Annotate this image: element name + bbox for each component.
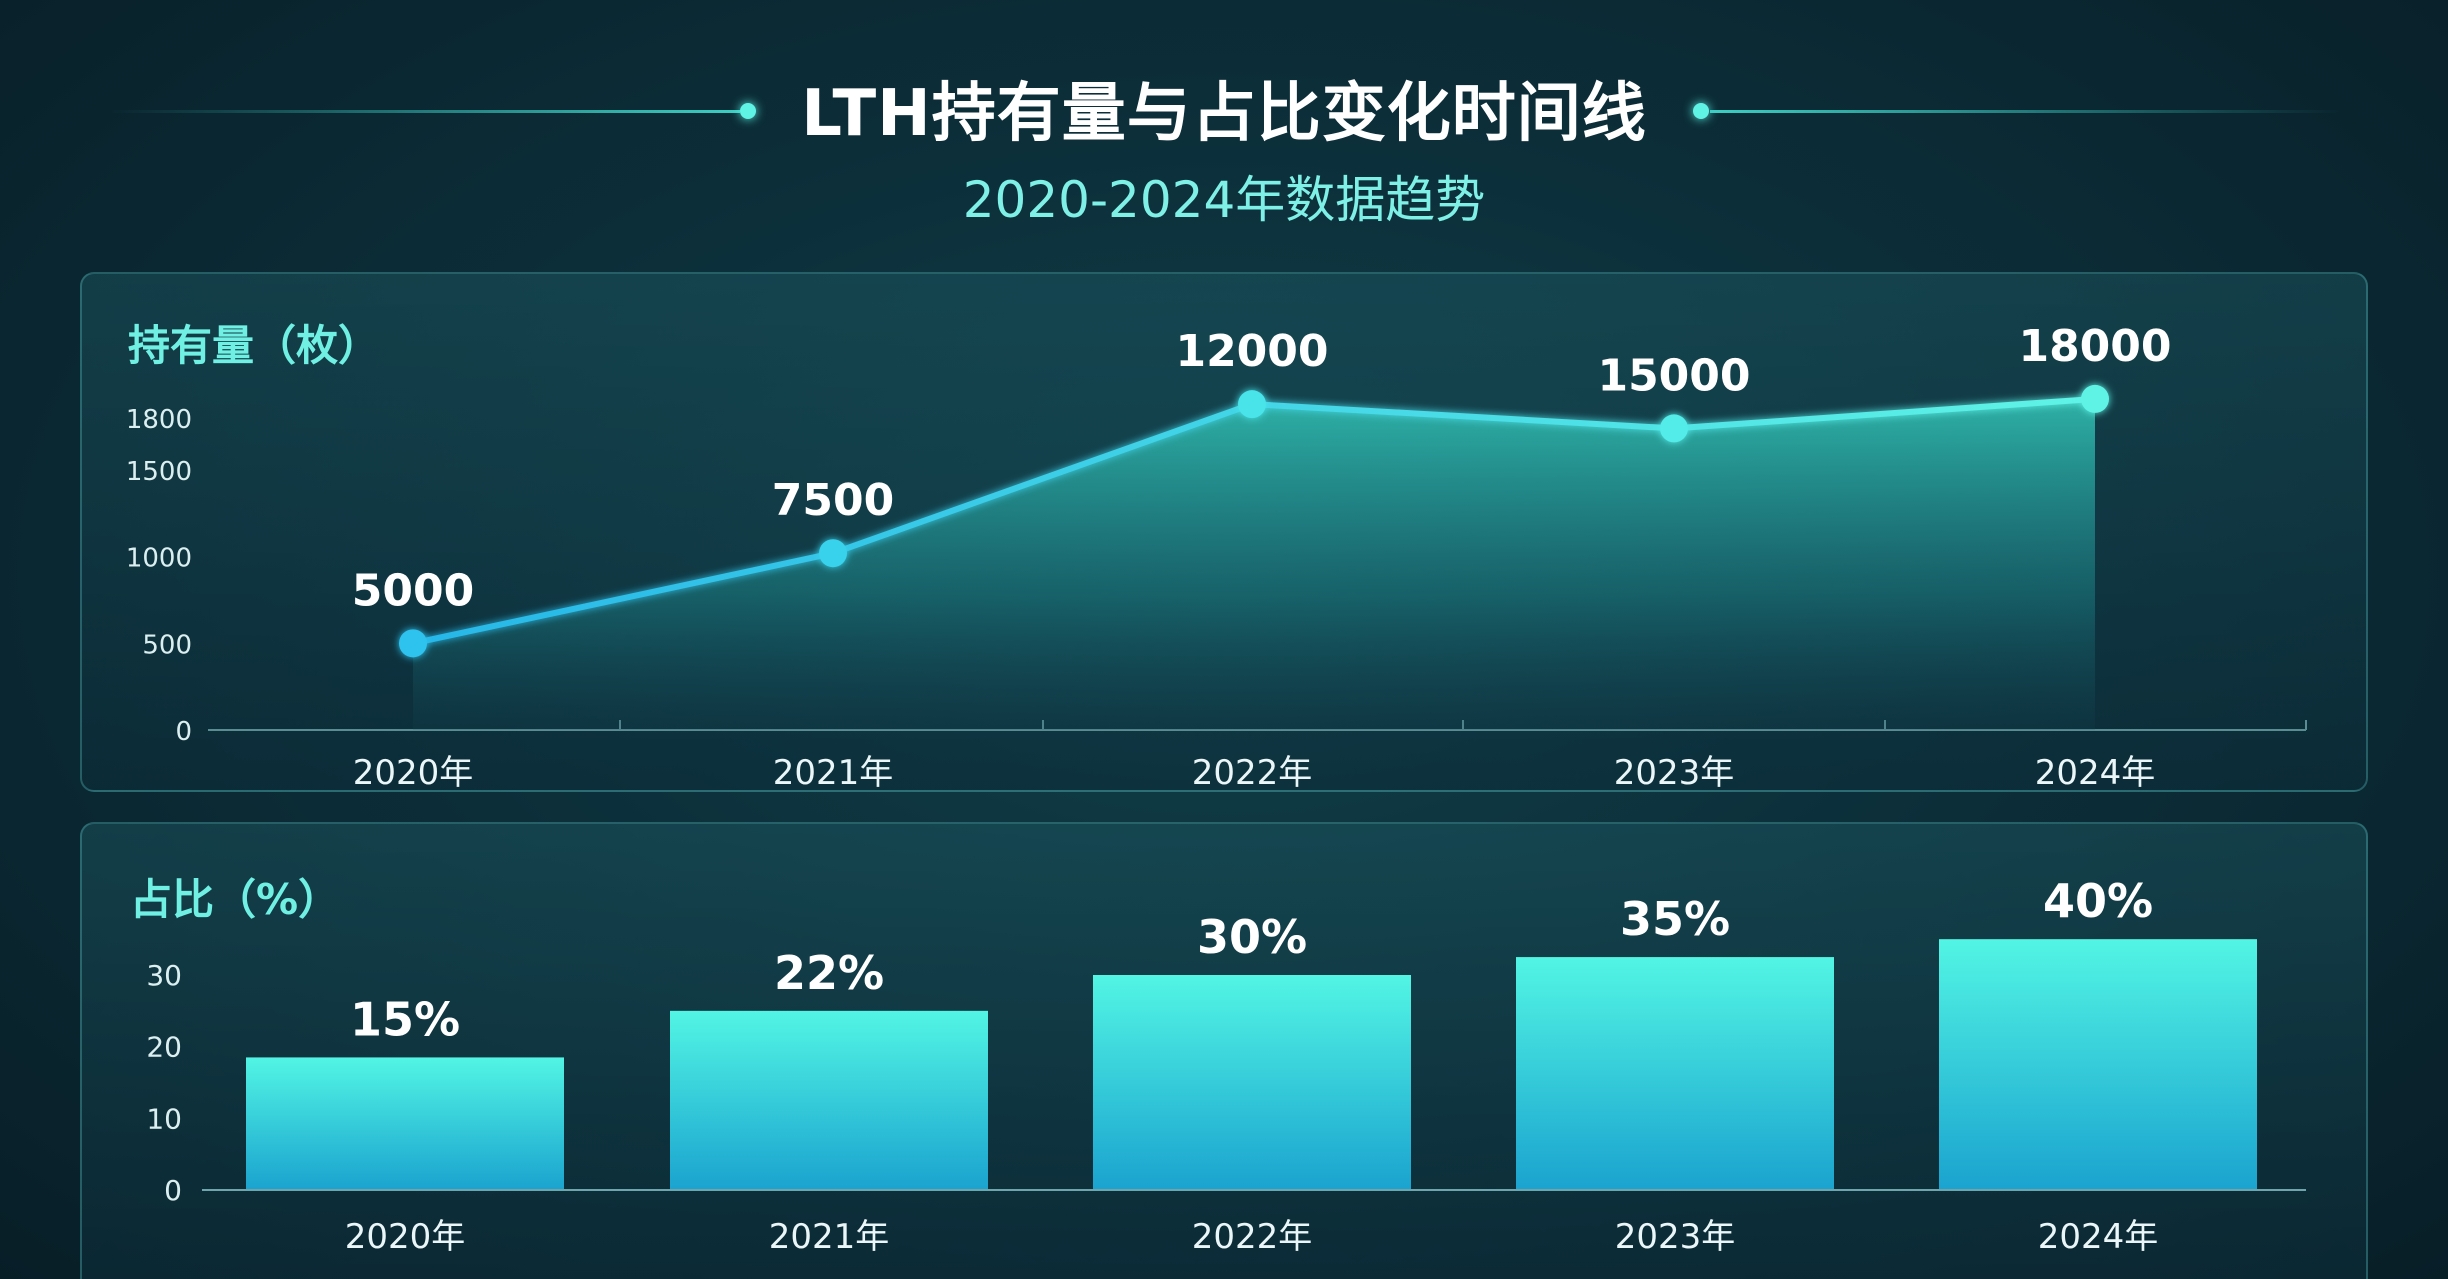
holdings-point (2081, 384, 2109, 413)
holdings-data-label: 7500 (772, 475, 894, 526)
share-y-tick-label: 30 (146, 959, 182, 992)
holdings-x-tick-label: 2024年 (2035, 753, 2156, 793)
holdings-data-label: 15000 (1597, 350, 1750, 401)
page-title: LTH持有量与占比变化时间线 (801, 77, 1647, 151)
holdings-point (1238, 390, 1266, 419)
share-x-tick-label: 2022年 (1192, 1217, 1313, 1257)
holdings-x-tick-label: 2023年 (1614, 753, 1735, 793)
title-decor-line-right (1710, 110, 2340, 113)
holdings-data-label: 5000 (352, 565, 474, 616)
holdings-data-label: 12000 (1175, 326, 1328, 377)
share-bar (246, 1057, 564, 1190)
title-decor-dot-right (1693, 103, 1709, 119)
share-chart-title: 占比（%） (130, 875, 341, 924)
holdings-area (413, 398, 2095, 730)
share-bar (1516, 957, 1834, 1190)
share-data-label: 35% (1620, 892, 1730, 946)
holdings-x-tick-label: 2021年 (773, 753, 894, 793)
share-bar (1939, 939, 2257, 1190)
title-decor-line-left (110, 110, 740, 113)
holdings-point (1660, 414, 1688, 443)
title-decor-dot-left (740, 103, 756, 119)
share-x-tick-label: 2020年 (345, 1217, 466, 1257)
share-data-label: 15% (350, 992, 460, 1046)
share-bar (670, 1010, 988, 1190)
header: LTH持有量与占比变化时间线 2020-2024年数据趋势 (0, 0, 2448, 260)
share-y-tick-label: 0 (164, 1174, 182, 1207)
page-subtitle: 2020-2024年数据趋势 (962, 171, 1486, 229)
share-x-tick-label: 2024年 (2038, 1217, 2159, 1257)
holdings-x-tick-label: 2020年 (353, 753, 474, 793)
share-x-tick-label: 2023年 (1615, 1217, 1736, 1257)
share-data-label: 30% (1197, 910, 1307, 964)
holdings-x-tick-label: 2022年 (1192, 753, 1313, 793)
holdings-y-tick-label: 500 (142, 630, 192, 660)
holdings-line-chart: 0 500 1000 1500 1800 5000 2020年 7500 2021年 12000 2… (126, 321, 2307, 793)
holdings-y-tick-label: 1500 (126, 457, 192, 487)
share-x-tick-label: 2021年 (769, 1217, 890, 1257)
holdings-data-label: 18000 (2018, 321, 2171, 372)
share-y-tick-label: 10 (146, 1102, 182, 1135)
holdings-y-tick-label: 1000 (126, 544, 192, 574)
share-bar (1093, 975, 1411, 1190)
share-bar-chart: 0 10 20 30 15% 2020年 22% 2021年 30% 2022年 35% 2023年 4… (146, 874, 2306, 1257)
share-data-label: 22% (774, 946, 884, 1000)
share-data-label: 40% (2043, 874, 2153, 928)
holdings-y-tick-label: 0 (175, 717, 192, 747)
holdings-chart-title: 持有量（枚） (128, 321, 381, 370)
holdings-point (819, 539, 847, 568)
holdings-point (399, 629, 427, 658)
holdings-y-tick-label: 1800 (126, 405, 192, 435)
share-y-tick-label: 20 (146, 1031, 182, 1064)
